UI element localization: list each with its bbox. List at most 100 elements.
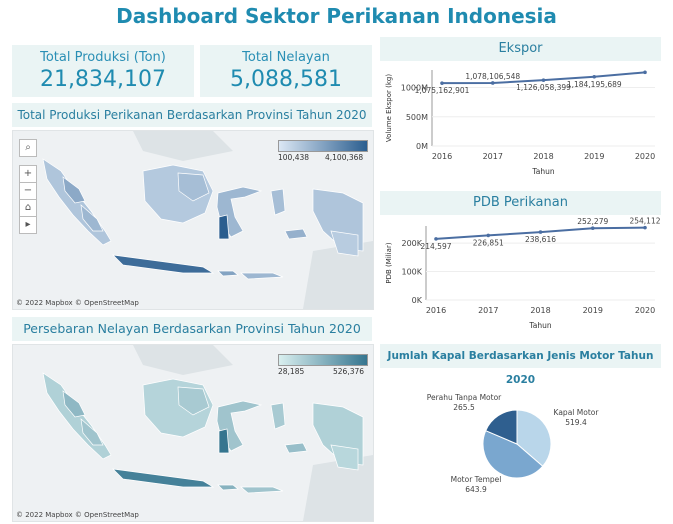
map2-legend-bar <box>278 354 368 366</box>
pie-slice <box>482 430 544 479</box>
province-shape <box>62 390 86 418</box>
dashboard-title: Dashboard Sektor Perikanan Indonesia <box>116 4 557 28</box>
map2-svg[interactable] <box>13 345 373 521</box>
province-shape <box>218 214 230 240</box>
province-shape <box>62 176 86 204</box>
data-point <box>486 233 491 238</box>
slice-value-label: 643.9 <box>465 485 487 494</box>
map2-container[interactable]: 28,185 526,376 © 2022 Mapbox © OpenStree… <box>12 344 374 522</box>
map2-legend-max: 526,376 <box>333 367 365 376</box>
slice-value-label: 519.4 <box>565 418 587 427</box>
y-tick-label: 500M <box>406 113 428 122</box>
map1-legend-max: 4,100,368 <box>325 153 364 162</box>
province-shape <box>217 484 239 491</box>
data-point <box>541 78 546 82</box>
kpi-total-produksi: Total Produksi (Ton) 21,834,107 <box>12 45 194 97</box>
province-shape <box>218 428 230 454</box>
data-label: 214,597 <box>420 242 451 251</box>
slice-category-label: Motor Tempel <box>451 475 502 484</box>
map2-provinces <box>42 372 364 494</box>
province-shape <box>80 418 104 446</box>
map-search-icon[interactable]: ⌕ <box>19 139 37 157</box>
data-point <box>538 230 543 234</box>
data-point <box>592 74 597 79</box>
data-point <box>490 81 495 85</box>
y-axis-title: PDB (Miliar) <box>385 242 393 283</box>
x-tick-label: 2020 <box>635 306 655 315</box>
ekspor-title: Ekspor <box>380 37 661 61</box>
kpi-value: 21,834,107 <box>40 67 166 92</box>
pdb-title: PDB Perikanan <box>380 191 661 215</box>
y-tick-label: 100K <box>401 268 422 277</box>
y-tick-label: 200K <box>401 239 422 248</box>
province-shape <box>112 254 215 274</box>
map2-land <box>133 345 373 521</box>
map1-title: Total Produksi Perikanan Berdasarkan Pro… <box>12 103 372 127</box>
data-point <box>440 81 444 85</box>
x-tick-label: 2017 <box>478 306 498 315</box>
data-point <box>590 226 595 230</box>
province-shape <box>330 230 359 257</box>
x-tick-label: 2019 <box>583 306 603 315</box>
x-tick-label: 2019 <box>584 152 604 161</box>
map-zoom-out-icon[interactable]: − <box>19 182 37 200</box>
province-shape <box>270 402 286 430</box>
map1-provinces <box>42 158 364 280</box>
map2-legend-min: 28,185 <box>278 367 305 376</box>
map1-copyright: © 2022 Mapbox © OpenStreetMap <box>16 299 139 307</box>
data-label: 254,112 <box>629 217 660 226</box>
province-shape <box>270 188 286 216</box>
data-label: 1,184,195,689 <box>567 80 622 89</box>
y-tick-label: 0M <box>416 142 428 151</box>
x-axis-title: Tahun <box>531 167 554 176</box>
data-point <box>643 70 647 75</box>
map1-container[interactable]: ⌕ + − ⌂ ▸ 100,438 4,100,368 © 2022 Mapbo… <box>12 130 374 310</box>
x-tick-label: 2017 <box>483 152 503 161</box>
slice-category-label: Perahu Tanpa Motor <box>427 393 502 402</box>
map2-copyright: © 2022 Mapbox © OpenStreetMap <box>16 511 139 519</box>
pdb-line-chart: 0K 100K 200K 2016 2017 2018 2019 2020 Tahun PDB (… <box>385 217 661 330</box>
kapal-title: Jumlah Kapal Berdasarkan Jenis Motor Tah… <box>380 344 661 386</box>
map2-title: Persebaran Nelayan Berdasarkan Provinsi … <box>12 317 372 341</box>
x-tick-label: 2016 <box>426 306 446 315</box>
map-zoom-in-icon[interactable]: + <box>19 165 37 183</box>
kpi-value: 5,088,581 <box>230 67 342 92</box>
data-label: 252,279 <box>577 217 608 226</box>
map-home-icon[interactable]: ⌂ <box>19 199 37 217</box>
map1-svg[interactable] <box>13 131 373 309</box>
pie-slice <box>516 409 552 467</box>
x-tick-label: 2018 <box>533 152 553 161</box>
data-label: 226,851 <box>473 238 504 247</box>
slice-category-label: Kapal Motor <box>554 408 600 417</box>
province-shape <box>330 444 359 471</box>
y-axis-title: Volume Ekspor (kg) <box>385 74 393 142</box>
data-label: 1,126,058,399 <box>516 83 571 92</box>
map1-land <box>133 131 373 309</box>
data-point <box>434 237 438 241</box>
x-tick-label: 2018 <box>530 306 550 315</box>
province-shape <box>177 172 210 202</box>
province-shape <box>112 468 215 488</box>
x-tick-label: 2020 <box>635 152 655 161</box>
pie-slice <box>485 409 518 445</box>
province-shape <box>80 204 104 232</box>
map1-legend-min: 100,438 <box>278 153 310 162</box>
map1-legend-bar <box>278 140 368 152</box>
kpi-label: Total Nelayan <box>242 50 330 65</box>
province-shape <box>284 228 308 240</box>
x-tick-label: 2016 <box>432 152 452 161</box>
kpi-label: Total Produksi (Ton) <box>40 50 166 65</box>
ekspor-line-chart: 0M 500M 1000M 2016 2017 2018 2019 2020 Tahun Volu… <box>385 70 655 176</box>
slice-value-label: 265.5 <box>453 403 475 412</box>
province-shape <box>240 486 284 494</box>
province-shape <box>217 270 239 277</box>
data-label: 238,616 <box>525 235 556 244</box>
data-label: 1,078,106,548 <box>465 72 520 81</box>
kpi-total-nelayan: Total Nelayan 5,088,581 <box>200 45 372 97</box>
province-shape <box>284 442 308 454</box>
y-tick-label: 0K <box>412 296 423 305</box>
y-tick-label: 1000M <box>401 84 428 93</box>
map-play-icon[interactable]: ▸ <box>19 216 37 234</box>
data-label: 1,075,162,901 <box>415 86 470 95</box>
